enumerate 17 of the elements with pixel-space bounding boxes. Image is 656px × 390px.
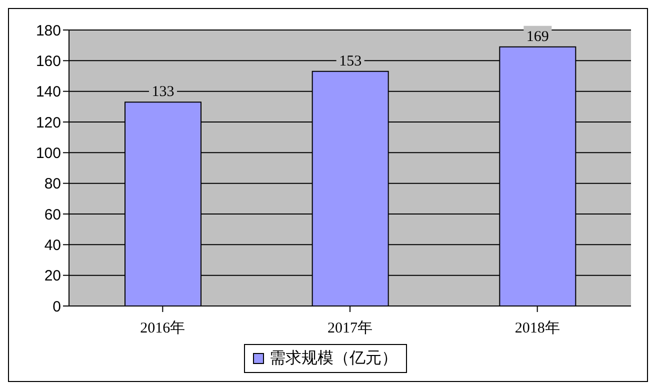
y-tick-label: 140 <box>36 84 61 101</box>
y-tick-label: 0 <box>52 298 61 316</box>
legend-label: 需求规模（亿元） <box>270 348 398 369</box>
y-tick-label: 60 <box>44 206 61 224</box>
y-tick-label: 180 <box>36 22 61 40</box>
data-label: 153 <box>339 53 362 70</box>
y-tick-label: 100 <box>36 144 61 162</box>
data-label: 169 <box>526 28 549 45</box>
y-tick-label: 80 <box>44 176 61 193</box>
data-label: 133 <box>152 84 174 100</box>
y-tick-label: 120 <box>36 114 61 132</box>
y-tick-label: 160 <box>36 52 61 70</box>
x-tick-label: 2016年 <box>140 320 186 337</box>
x-tick-label: 2017年 <box>328 320 372 337</box>
y-tick-label: 40 <box>44 236 61 254</box>
x-tick-label: 2018年 <box>514 320 560 337</box>
y-tick-label: 20 <box>44 268 61 285</box>
